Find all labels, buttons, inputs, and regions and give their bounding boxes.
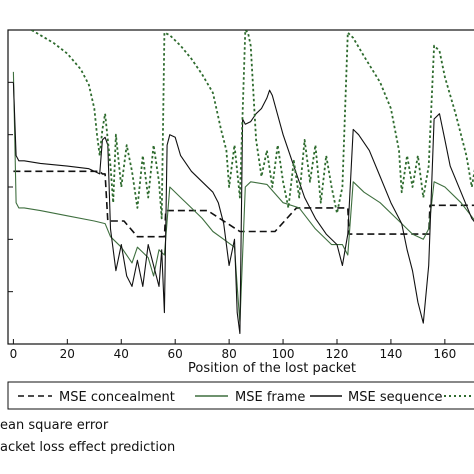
legend-label-concealment: MSE concealment — [59, 390, 175, 405]
series-line-mse-sequence — [12, 82, 474, 335]
series-line-mse-frame — [12, 71, 474, 324]
legend-box — [7, 381, 474, 410]
x-tick-label: 140 — [379, 347, 402, 361]
legend-label-sequence: MSE sequence — [348, 390, 442, 405]
note-line-1: ean square error — [0, 418, 109, 433]
x-tick-label: 40 — [114, 347, 129, 361]
series-line-mse-concealment — [13, 170, 474, 238]
x-tick-label: 120 — [326, 347, 349, 361]
y-axis-ticks — [8, 29, 13, 345]
x-tick-label: 60 — [168, 347, 183, 361]
x-axis-label: Position of the lost packet — [188, 361, 356, 376]
plot-area: 0 20 40 60 80 100 120 140 160 — [7, 29, 474, 361]
x-tick-label: 20 — [60, 347, 75, 361]
legend: MSE concealment MSE frame MSE sequence — [7, 381, 474, 410]
series-layer — [12, 30, 474, 335]
x-axis-ticks: 0 20 40 60 80 100 120 140 160 — [10, 339, 456, 361]
x-tick-label: 160 — [433, 347, 456, 361]
x-tick-label: 0 — [10, 347, 18, 361]
x-tick-label: 80 — [221, 347, 236, 361]
note-line-2: acket loss effect prediction — [0, 440, 176, 455]
series-line-prediction — [29, 30, 474, 220]
legend-label-frame: MSE frame — [235, 390, 305, 405]
x-tick-label: 100 — [272, 347, 295, 361]
